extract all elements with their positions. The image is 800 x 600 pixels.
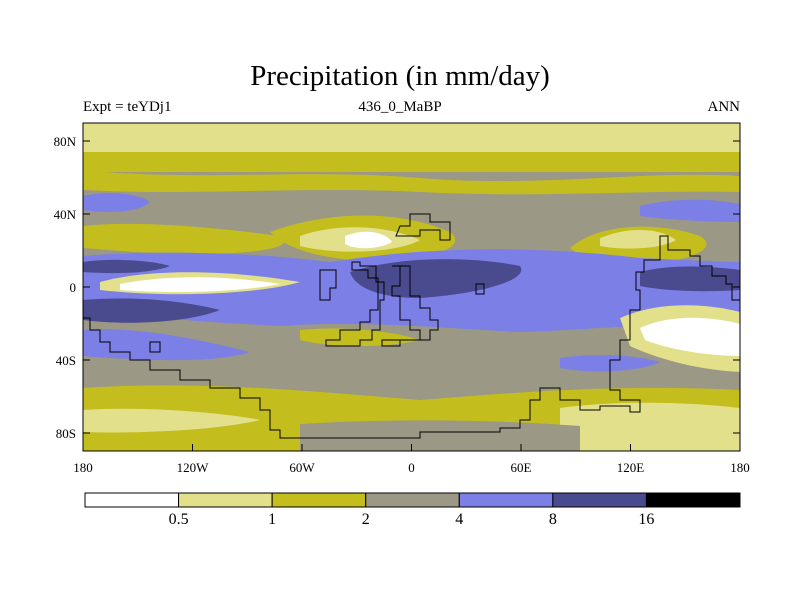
colorbar-label: 8 bbox=[549, 511, 557, 528]
x-tick-120e: 120E bbox=[617, 460, 645, 475]
patch-blue-nw bbox=[83, 193, 150, 212]
time-label: 436_0_MaBP bbox=[358, 99, 442, 115]
x-tick-60e: 60E bbox=[511, 460, 532, 475]
colorbar-swatch bbox=[365, 492, 460, 508]
season-label: ANN bbox=[707, 99, 741, 115]
x-tick-60w: 60W bbox=[289, 460, 315, 475]
coastline-main bbox=[83, 235, 740, 439]
experiment-label: Expt = teYDj1 bbox=[83, 99, 172, 115]
patch-dry-pacific bbox=[120, 277, 280, 292]
y-tick-marks bbox=[83, 140, 740, 434]
patch-light-sw bbox=[83, 408, 260, 433]
patch-blue-ne bbox=[640, 199, 740, 222]
y-tick-80n: 80N bbox=[54, 134, 77, 149]
colorbar: 0.5 1 2 4 8 16 bbox=[84, 492, 741, 528]
plot-title: Precipitation (in mm/day) bbox=[250, 60, 550, 92]
patch-gold-south bbox=[300, 328, 420, 346]
patch-grey-s bbox=[300, 420, 580, 451]
patch-dark-w bbox=[83, 259, 170, 274]
colorbar-label: 2 bbox=[362, 511, 370, 528]
patch-dark-sw bbox=[83, 298, 220, 323]
colorbar-label: 0.5 bbox=[169, 511, 189, 528]
x-tick-180e: 180 bbox=[730, 460, 750, 475]
band-arctic bbox=[83, 123, 740, 155]
coastline-island-a bbox=[319, 269, 337, 301]
coastline-islet-2 bbox=[475, 283, 485, 295]
y-tick-40s: 40S bbox=[56, 353, 76, 368]
y-tick-eq: 0 bbox=[70, 280, 77, 295]
patch-dark-e bbox=[640, 266, 740, 292]
colorbar-swatch bbox=[645, 492, 741, 508]
x-tick-120w: 120W bbox=[177, 460, 210, 475]
colorbar-swatch bbox=[271, 492, 367, 508]
patch-dry-atlantic bbox=[345, 231, 392, 249]
coastline-continent-c bbox=[381, 265, 439, 347]
coastline-islet bbox=[149, 341, 161, 353]
colorbar-swatch bbox=[552, 492, 647, 508]
x-tick-0: 0 bbox=[408, 460, 415, 475]
patch-light-s bbox=[560, 402, 740, 451]
colorbar-swatch bbox=[84, 492, 180, 508]
patch-dark-atlantic bbox=[350, 259, 522, 298]
patch-light-ne bbox=[600, 229, 676, 249]
y-tick-40n: 40N bbox=[54, 207, 77, 222]
colorbar-swatch bbox=[178, 492, 273, 508]
patch-gold-nw bbox=[83, 223, 285, 254]
coastline-continent-b bbox=[325, 261, 385, 347]
x-tick-marks bbox=[82, 444, 741, 451]
coastline-north-block bbox=[395, 213, 451, 241]
colorbar-label: 16 bbox=[638, 511, 654, 528]
coastlines bbox=[83, 213, 740, 439]
band-north-mid bbox=[83, 170, 740, 195]
precipitation-field bbox=[83, 123, 740, 451]
x-tick-180w: 180 bbox=[73, 460, 93, 475]
colorbar-label: 4 bbox=[455, 511, 463, 528]
band-subarctic bbox=[83, 152, 740, 172]
patch-dry-se bbox=[640, 317, 740, 356]
y-tick-80s: 80S bbox=[56, 426, 76, 441]
colorbar-swatch bbox=[458, 492, 554, 508]
colorbar-label: 1 bbox=[268, 511, 276, 528]
